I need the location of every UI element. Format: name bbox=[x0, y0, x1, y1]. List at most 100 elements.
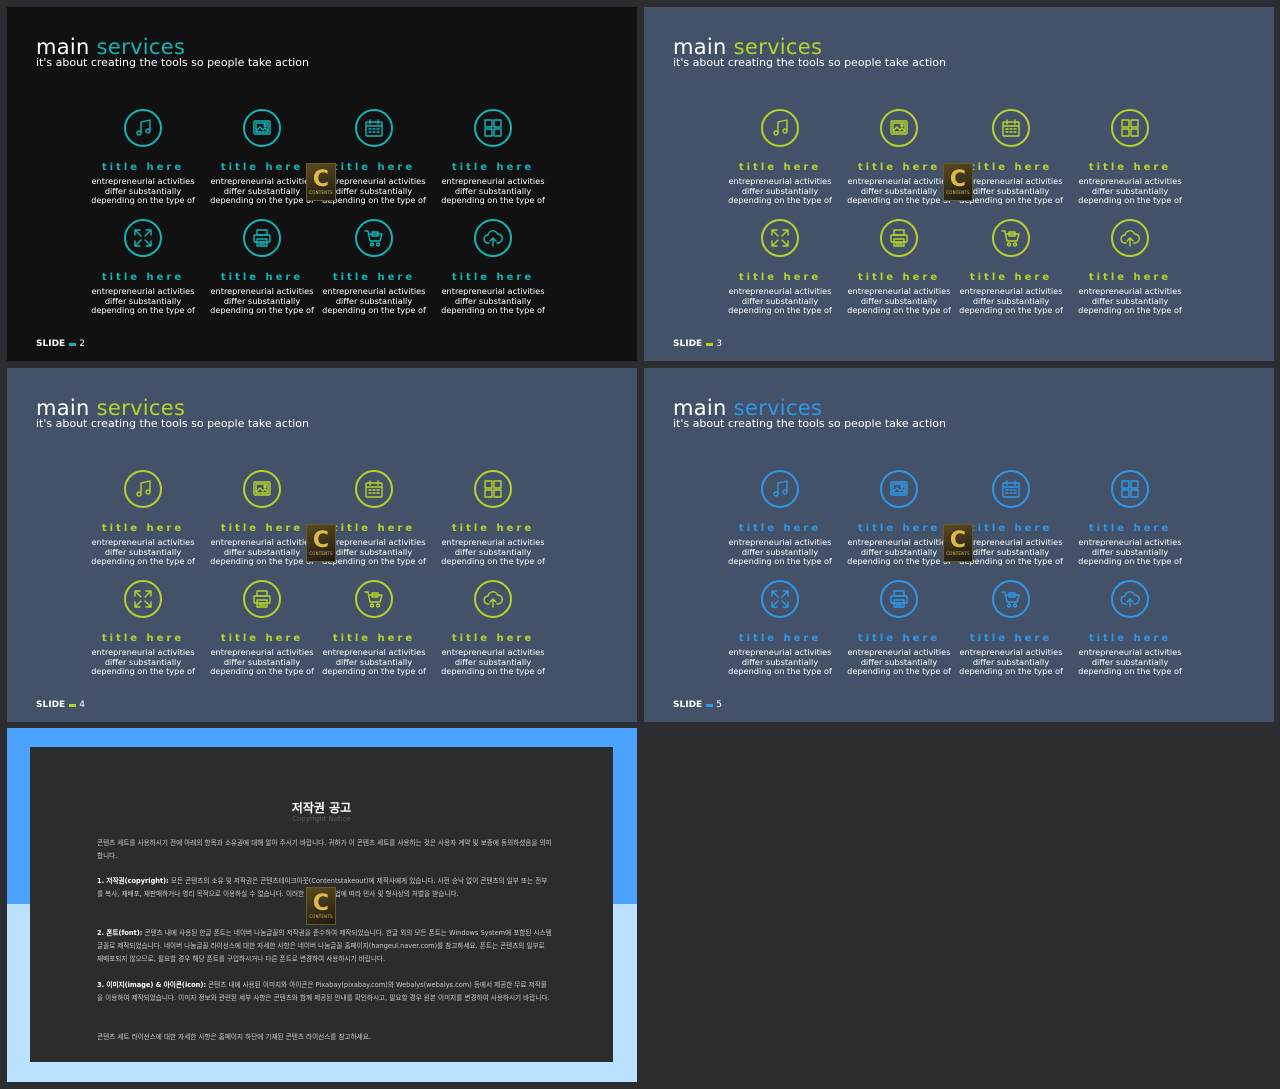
service-description: entrepreneurial activities differ substan… bbox=[314, 537, 434, 567]
service-description-line: differ substantially bbox=[972, 185, 1050, 196]
service-title: title here bbox=[738, 633, 822, 644]
service-description-line: differ substantially bbox=[741, 546, 819, 557]
service-description-line: entrepreneurial activities bbox=[91, 176, 195, 186]
service-icon-circle bbox=[1111, 109, 1149, 147]
service-description-line: entrepreneurial activities bbox=[441, 176, 545, 186]
notice-paragraph-lead: 3. 이미지(image) & 아이콘(icon): bbox=[97, 981, 206, 989]
service-description: entrepreneurial activities differ substan… bbox=[202, 537, 322, 567]
service-description: entrepreneurial activities differ substan… bbox=[433, 176, 553, 206]
cart-icon bbox=[364, 230, 383, 247]
slide-title: main services bbox=[673, 396, 822, 420]
expand-icon bbox=[771, 229, 789, 247]
service-icon-circle bbox=[992, 109, 1030, 147]
notice-paragraph-lead: 1. 저작권(copyright): bbox=[97, 877, 169, 885]
service-item: title here entrepreneurial activities diff… bbox=[839, 470, 959, 567]
service-description-line: depending on the type of bbox=[322, 556, 426, 567]
cart-icon bbox=[364, 591, 383, 608]
service-description-line: depending on the type of bbox=[728, 195, 832, 206]
service-description-line: differ substantially bbox=[104, 295, 182, 306]
service-icon-circle bbox=[761, 109, 799, 147]
service-description: entrepreneurial activities differ substan… bbox=[83, 647, 203, 677]
service-title: title here bbox=[738, 162, 822, 173]
service-title: title here bbox=[220, 162, 304, 173]
notice-paragraph: 3. 이미지(image) & 아이콘(icon): 콘텐츠 내에 사용된 이미… bbox=[97, 979, 552, 1005]
service-description: entrepreneurial activities differ substan… bbox=[1070, 537, 1190, 567]
service-description-line: depending on the type of bbox=[1078, 666, 1182, 677]
service-icon-circle bbox=[761, 219, 799, 257]
notice-paragraph: 콘텐츠 세트 라이선스에 대한 자세한 사항은 홈페이지 하단에 기재된 콘텐츠… bbox=[97, 1031, 552, 1044]
service-description-line: depending on the type of bbox=[441, 195, 545, 206]
grid-icon bbox=[1121, 480, 1139, 498]
service-item: title here entrepreneurial activities diff… bbox=[839, 580, 959, 677]
service-item: title here entrepreneurial activities diff… bbox=[202, 580, 322, 677]
service-item: title here entrepreneurial activities diff… bbox=[720, 219, 840, 316]
service-title: title here bbox=[857, 633, 941, 644]
service-item: title here entrepreneurial activities diff… bbox=[720, 470, 840, 567]
slide-label: SLIDE bbox=[36, 339, 66, 349]
slide-footer: SLIDE 2 bbox=[36, 339, 85, 349]
service-description: entrepreneurial activities differ substan… bbox=[314, 647, 434, 677]
service-description-line: depending on the type of bbox=[441, 556, 545, 567]
service-item: title here entrepreneurial activities diff… bbox=[951, 470, 1071, 567]
service-item: title here entrepreneurial activities diff… bbox=[951, 580, 1071, 677]
service-description-line: depending on the type of bbox=[728, 305, 832, 316]
service-item: title here entrepreneurial activities diff… bbox=[839, 219, 959, 316]
service-description-line: differ substantially bbox=[104, 546, 182, 557]
service-icon-circle bbox=[992, 580, 1030, 618]
service-item: title here entrepreneurial activities diff… bbox=[433, 580, 553, 677]
cloud-upload-icon bbox=[483, 591, 503, 608]
service-description: entrepreneurial activities differ substan… bbox=[83, 176, 203, 206]
service-description-line: differ substantially bbox=[104, 656, 182, 667]
service-description-line: depending on the type of bbox=[728, 666, 832, 677]
service-description-line: differ substantially bbox=[1091, 295, 1169, 306]
slide-number: 3 bbox=[716, 339, 722, 349]
cloud-upload-icon bbox=[1120, 230, 1140, 247]
service-description-line: depending on the type of bbox=[441, 666, 545, 677]
service-title: title here bbox=[738, 523, 822, 534]
printer-icon bbox=[890, 590, 908, 608]
service-description-line: differ substantially bbox=[860, 185, 938, 196]
service-description-line: depending on the type of bbox=[959, 195, 1063, 206]
grid-icon bbox=[484, 480, 502, 498]
service-description-line: depending on the type of bbox=[959, 305, 1063, 316]
service-description-line: differ substantially bbox=[223, 546, 301, 557]
service-item: title here entrepreneurial activities diff… bbox=[202, 109, 322, 206]
service-description-line: differ substantially bbox=[860, 546, 938, 557]
service-title: title here bbox=[451, 633, 535, 644]
service-description-line: depending on the type of bbox=[1078, 195, 1182, 206]
services-grid: title here entrepreneurial activities diff… bbox=[720, 470, 1200, 690]
service-title: title here bbox=[969, 162, 1053, 173]
service-description-line: entrepreneurial activities bbox=[728, 537, 832, 547]
title-main: main bbox=[36, 396, 90, 420]
service-description-line: entrepreneurial activities bbox=[441, 537, 545, 547]
service-description: entrepreneurial activities differ substan… bbox=[202, 286, 322, 316]
service-description-line: entrepreneurial activities bbox=[91, 537, 195, 547]
title-accent: services bbox=[96, 396, 186, 420]
service-description-line: depending on the type of bbox=[847, 556, 951, 567]
service-icon-circle bbox=[124, 109, 162, 147]
title-accent: services bbox=[96, 35, 186, 59]
service-description-line: differ substantially bbox=[454, 656, 532, 667]
notice-paragraph: 1. 저작권(copyright): 모든 콘텐츠의 소유 및 저작권은 콘텐츠… bbox=[97, 875, 552, 901]
service-title: title here bbox=[332, 162, 416, 173]
service-description-line: entrepreneurial activities bbox=[322, 647, 426, 657]
watermark-text: CONTENTS bbox=[309, 913, 333, 919]
service-description-line: differ substantially bbox=[335, 185, 413, 196]
service-title: title here bbox=[220, 523, 304, 534]
notice-paragraph-text: 콘텐츠 세트 라이선스에 대한 자세한 사항은 홈페이지 하단에 기재된 콘텐츠… bbox=[97, 1033, 371, 1041]
slide-number: 5 bbox=[716, 700, 722, 710]
service-icon-circle bbox=[124, 470, 162, 508]
notice-paragraph: 콘텐츠 세트를 사용하시기 전에 아래의 항목과 소유권에 대해 알아 주시기 … bbox=[97, 837, 552, 863]
services-grid: title here entrepreneurial activities diff… bbox=[83, 109, 563, 329]
service-title: title here bbox=[1088, 633, 1172, 644]
image-icon bbox=[253, 120, 271, 135]
service-description-line: entrepreneurial activities bbox=[1078, 286, 1182, 296]
service-description: entrepreneurial activities differ substan… bbox=[720, 286, 840, 316]
cart-icon bbox=[1001, 230, 1020, 247]
service-description-line: depending on the type of bbox=[1078, 305, 1182, 316]
service-icon-circle bbox=[474, 109, 512, 147]
service-description-line: entrepreneurial activities bbox=[847, 537, 951, 547]
service-description-line: entrepreneurial activities bbox=[322, 537, 426, 547]
service-item: title here entrepreneurial activities diff… bbox=[951, 219, 1071, 316]
printer-icon bbox=[253, 590, 271, 608]
